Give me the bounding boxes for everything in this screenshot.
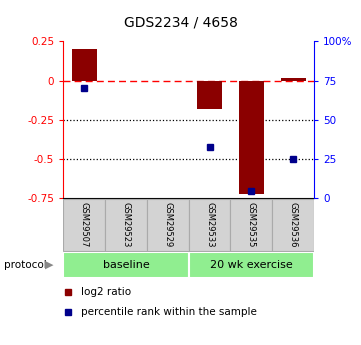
FancyBboxPatch shape (188, 199, 230, 251)
Text: GSM29529: GSM29529 (163, 203, 172, 248)
Text: 20 wk exercise: 20 wk exercise (210, 260, 293, 270)
Text: GSM29507: GSM29507 (79, 203, 88, 248)
FancyBboxPatch shape (147, 199, 188, 251)
Text: baseline: baseline (103, 260, 149, 270)
FancyBboxPatch shape (105, 199, 147, 251)
FancyBboxPatch shape (63, 252, 188, 278)
Text: GSM29535: GSM29535 (247, 203, 256, 248)
Bar (239, 81, 264, 194)
Text: ▶: ▶ (44, 260, 53, 270)
Bar (280, 78, 306, 81)
Text: GDS2234 / 4658: GDS2234 / 4658 (123, 16, 238, 30)
Text: percentile rank within the sample: percentile rank within the sample (81, 307, 257, 317)
FancyBboxPatch shape (188, 252, 314, 278)
Text: GSM29536: GSM29536 (289, 203, 298, 248)
Text: GSM29523: GSM29523 (121, 203, 130, 248)
FancyBboxPatch shape (272, 199, 314, 251)
Bar (71, 49, 97, 81)
Text: GSM29533: GSM29533 (205, 203, 214, 248)
Text: protocol: protocol (4, 260, 46, 270)
Text: log2 ratio: log2 ratio (81, 287, 131, 296)
FancyBboxPatch shape (63, 199, 105, 251)
FancyBboxPatch shape (230, 199, 272, 251)
Bar (197, 81, 222, 109)
